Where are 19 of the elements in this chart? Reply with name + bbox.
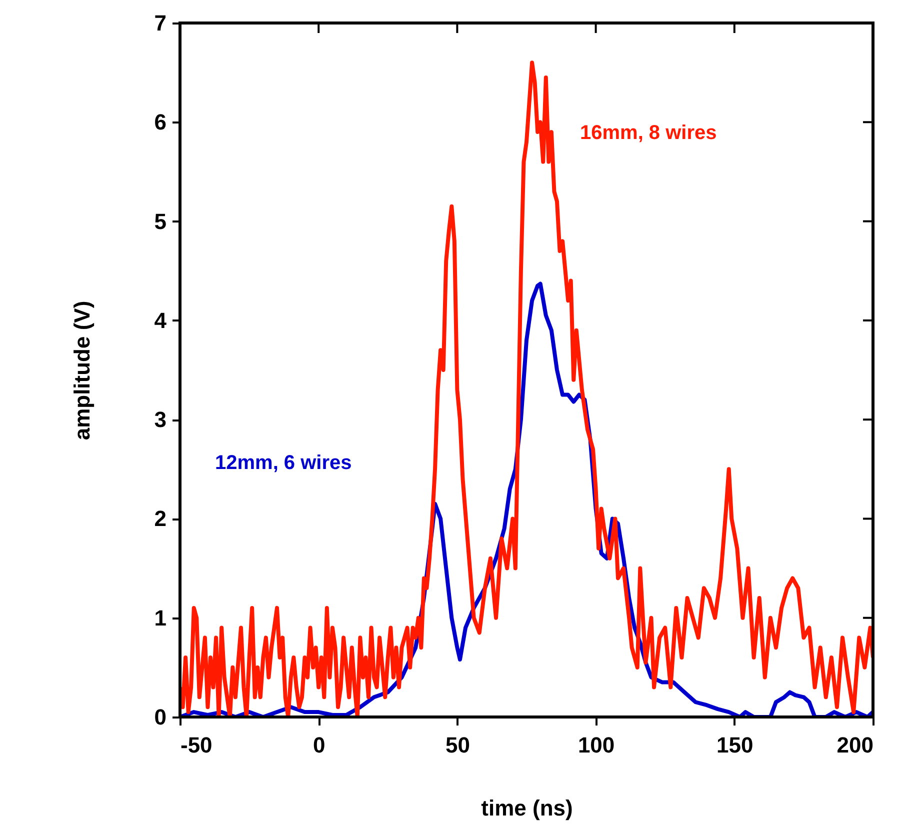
y-tick-label: 3 — [154, 407, 166, 432]
y-tick-label: 7 — [154, 10, 166, 36]
x-axis-title: time (ns) — [481, 796, 573, 820]
x-tick-label: -50 — [180, 732, 212, 758]
x-tick-label: 100 — [578, 732, 615, 758]
y-tick-label: 1 — [154, 605, 166, 630]
y-tick-label: 6 — [154, 110, 166, 135]
x-tick-label: 50 — [445, 732, 470, 758]
y-tick-label: 2 — [154, 506, 166, 532]
series-label: 16mm, 8 wires — [580, 122, 717, 144]
x-tick-label: 150 — [716, 732, 754, 758]
line-series — [180, 60, 873, 717]
x-tick-label: 200 — [836, 732, 874, 758]
y-tick-label: 0 — [154, 704, 166, 730]
y-tick-label: 4 — [154, 308, 168, 333]
text: 12mm, 6 wires — [215, 452, 352, 474]
y-tick-label: 5 — [154, 208, 166, 234]
y-axis-title: amplitude (V) — [69, 300, 94, 440]
x-tick-label: 0 — [312, 732, 326, 758]
